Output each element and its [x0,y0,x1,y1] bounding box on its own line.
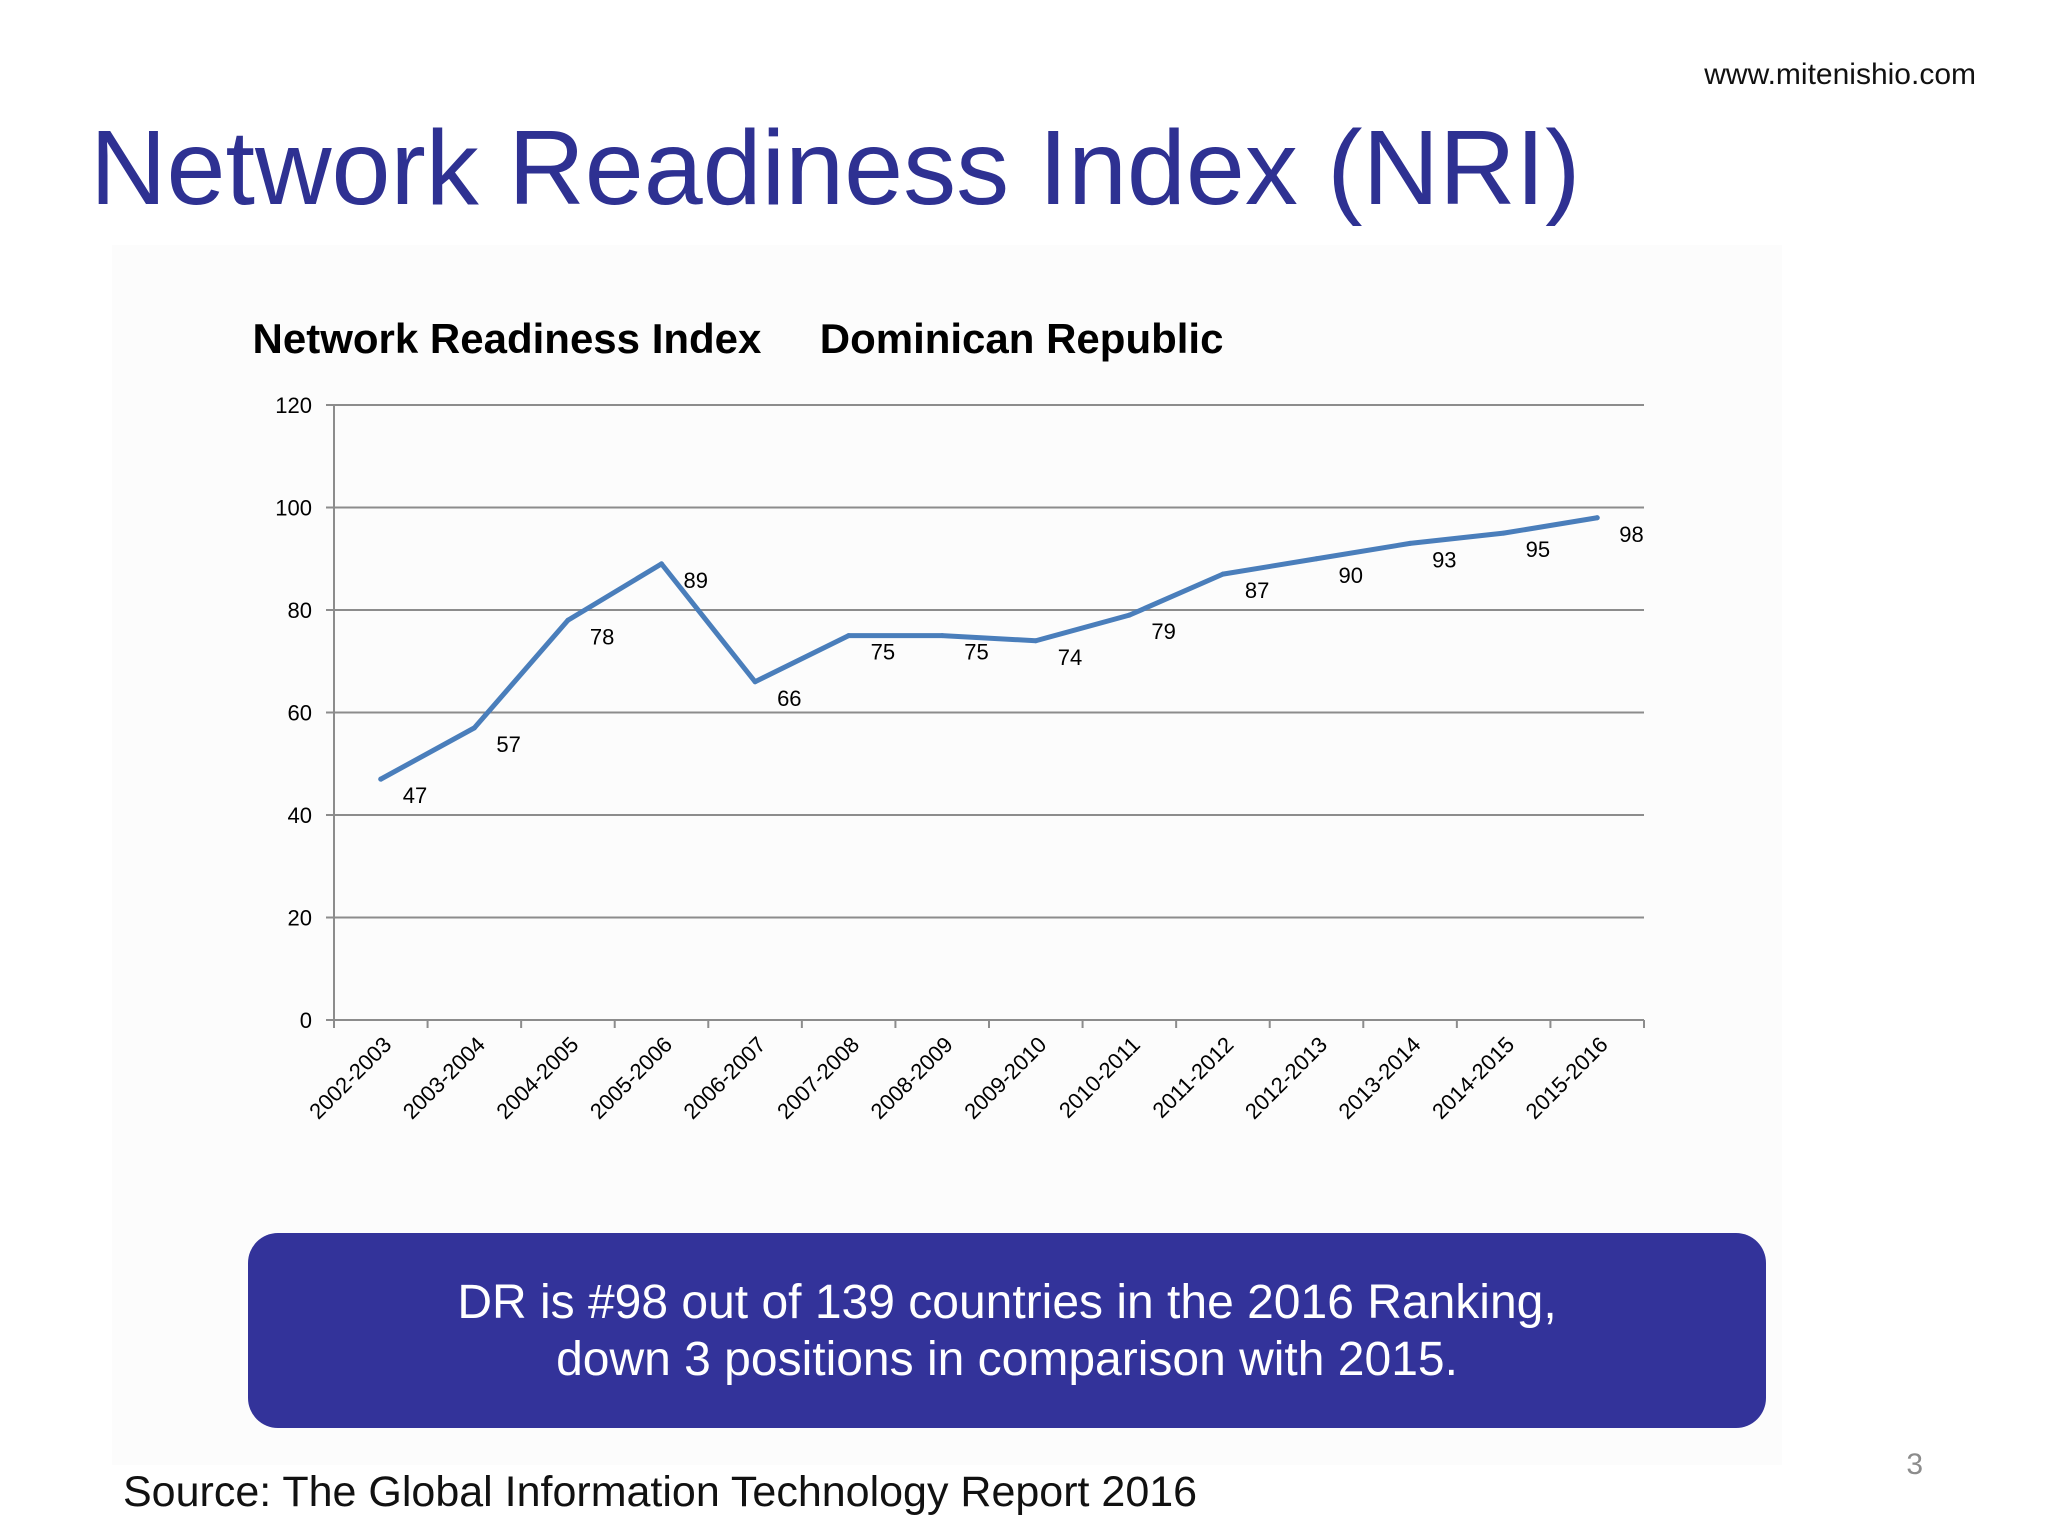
callout-line-1: DR is #98 out of 139 countries in the 20… [457,1275,1557,1329]
data-point [1220,571,1226,577]
data-point [846,633,852,639]
data-point [659,561,664,567]
x-tick-label: 2005-2006 [585,1032,677,1124]
data-label: 74 [1058,645,1082,670]
data-point [1594,515,1600,521]
y-tick-label: 0 [300,1008,312,1033]
data-point [378,776,384,782]
x-tick-label: 2015-2016 [1521,1032,1613,1124]
y-tick-label: 100 [275,496,312,521]
data-label: 79 [1151,619,1175,644]
data-label: 75 [871,640,895,665]
data-label: 87 [1245,578,1269,603]
data-point [1033,638,1039,644]
data-point [1407,540,1413,546]
gridlines [334,404,1644,919]
data-point [1126,612,1132,618]
data-point [565,617,571,623]
x-tick-label: 2006-2007 [679,1032,771,1124]
line-chart: Network Readiness Index Dominican Republ… [253,315,1645,1124]
x-tick-label: 2004-2005 [491,1032,583,1124]
x-tick-label: 2010-2011 [1054,1032,1145,1123]
x-tick-label: 2014-2015 [1427,1032,1519,1124]
chart-title: Network Readiness Index Dominican Republ… [253,315,1224,362]
data-label: 93 [1432,547,1456,572]
x-tick-label: 2011-2012 [1148,1032,1239,1123]
data-label: 90 [1339,563,1363,588]
page-number: 3 [1906,1448,1923,1481]
data-label: 66 [777,686,801,711]
y-tick-label: 120 [275,393,312,418]
data-label: 89 [684,568,708,593]
ranking-callout: DR is #98 out of 139 countries in the 20… [248,1233,1766,1428]
slide-title: Network Readiness Index (NRI) [90,109,1581,227]
x-tick-label: 2012-2013 [1240,1032,1332,1124]
x-tick-label: 2013-2014 [1334,1032,1426,1124]
data-label: 78 [590,624,614,649]
source-citation: Source: The Global Information Technolog… [123,1468,1198,1516]
y-tick-label: 20 [288,906,312,931]
y-tick-label: 80 [288,598,312,623]
data-point [1501,530,1507,536]
data-point [1314,556,1319,562]
data-point [471,725,477,731]
website-url: www.mitenishio.com [1704,58,1976,91]
data-label: 75 [964,640,988,665]
data-point [939,633,945,639]
series-layer [378,515,1600,782]
data-label: 98 [1619,522,1643,547]
axes: 0 20 40 60 80 100 120 2002-2003 2003-2004 2004-20… [275,393,1645,1124]
data-labels: 47 57 78 89 66 75 75 74 79 87 90 93 95 98 [403,522,1644,808]
x-tick-label: 2008-2009 [866,1032,958,1124]
data-point [752,679,758,685]
data-label: 95 [1526,537,1550,562]
series-line [378,515,1600,782]
data-label: 47 [403,783,427,808]
x-tick-label: 2002-2003 [304,1032,396,1124]
x-tick-label: 2003-2004 [398,1032,490,1124]
y-tick-label: 60 [288,701,312,726]
y-tick-label: 40 [288,803,312,828]
callout-line-2: down 3 positions in comparison with 2015… [556,1332,1458,1386]
x-tick-label: 2007-2008 [772,1032,864,1124]
x-tick-label: 2009-2010 [959,1032,1051,1124]
data-label: 57 [496,732,520,757]
